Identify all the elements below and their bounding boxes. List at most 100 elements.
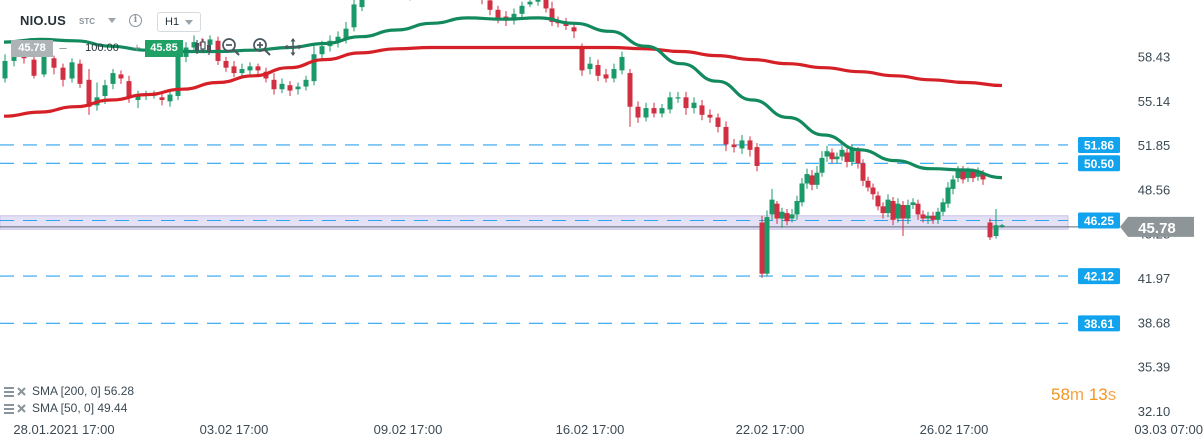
symbol-dropdown-icon[interactable]: [108, 18, 116, 23]
candlestick-type-icon[interactable]: [192, 37, 212, 57]
move-crosshair-icon[interactable]: [283, 37, 303, 57]
candle: [905, 199, 911, 224]
current-price-badge-bg: [1120, 216, 1194, 237]
level-badge-bg: [1078, 268, 1120, 285]
zoom-in-icon[interactable]: [252, 37, 272, 57]
candle: [999, 223, 1005, 228]
volume-input[interactable]: 100.00: [85, 42, 119, 54]
candle-body: [319, 46, 325, 55]
candle-body: [519, 5, 525, 14]
candle: [834, 152, 840, 164]
candle-body: [880, 206, 886, 214]
candle-body: [860, 163, 866, 181]
candle-body: [126, 81, 132, 98]
candle: [910, 198, 916, 210]
candle-body: [311, 54, 317, 82]
candle-body: [875, 195, 881, 207]
y-tick-label: 41.97: [1138, 271, 1171, 286]
sma-50-label: SMA [50, 0] 49.44: [32, 401, 128, 415]
candle-body: [965, 171, 971, 179]
candle: [731, 139, 737, 153]
candle: [271, 73, 277, 95]
x-tick-label: 03.03 07:00: [1134, 422, 1203, 437]
candle: [890, 196, 896, 226]
indicator-menu-icon[interactable]: [4, 386, 30, 398]
candle: [789, 209, 795, 223]
buy-button[interactable]: 45.85: [145, 40, 183, 57]
candle-body: [11, 55, 17, 61]
y-tick-label: 32.10: [1138, 404, 1171, 419]
y-tick-label: 51.85: [1138, 138, 1171, 153]
legend-sma-50: SMA [50, 0] 49.44: [4, 401, 127, 415]
candle: [77, 59, 83, 88]
y-tick-label: 58.43: [1138, 50, 1171, 65]
candle-body: [809, 175, 815, 185]
candle-body: [839, 149, 845, 157]
candle: [247, 62, 253, 75]
candle: [239, 63, 245, 78]
candle: [885, 194, 891, 218]
level-badge[interactable]: 42.12: [1078, 268, 1120, 285]
candle: [651, 102, 657, 118]
level-badge[interactable]: 46.25: [1078, 212, 1120, 229]
timeframe-select[interactable]: H1: [157, 12, 201, 32]
candle-body: [747, 140, 753, 150]
sell-button[interactable]: 45.78: [11, 40, 53, 57]
legend-sma-200: SMA [200, 0] 56.28: [4, 384, 134, 398]
candle: [667, 91, 673, 114]
indicator-menu-icon[interactable]: [4, 403, 30, 415]
candle: [2, 54, 8, 83]
candle-body: [824, 151, 830, 157]
candle: [675, 91, 681, 103]
candle-body: [769, 199, 775, 215]
volume-decrease-button[interactable]: –: [59, 40, 67, 55]
candle-body: [247, 66, 253, 71]
x-tick-label: 09.02 17:00: [374, 422, 443, 437]
candle: [683, 91, 689, 115]
candle-body: [784, 213, 790, 222]
candle-body: [814, 172, 820, 185]
timer-seconds: 13: [1088, 385, 1108, 404]
level-badge[interactable]: 38.61: [1078, 315, 1120, 332]
candle-body: [279, 83, 285, 90]
candle: [870, 183, 876, 200]
candle: [31, 56, 37, 79]
symbol-name[interactable]: NIO.US: [20, 13, 66, 28]
candle: [691, 97, 697, 114]
candle-body: [118, 74, 124, 79]
candle-body: [945, 187, 951, 204]
candle: [940, 198, 946, 216]
candle-body: [715, 117, 721, 127]
candle: [135, 90, 141, 109]
candle-body: [255, 66, 261, 71]
candle: [860, 159, 866, 187]
candle: [880, 202, 886, 219]
candle-body: [527, 1, 533, 5]
candle: [535, 0, 541, 6]
current-price-badge: 45.78: [1120, 216, 1194, 237]
level-badge[interactable]: 51.86: [1078, 136, 1120, 153]
candle-body: [659, 108, 665, 114]
candle-body: [970, 171, 976, 179]
candle-body: [303, 79, 309, 87]
candle-body: [2, 60, 8, 79]
zoom-out-icon[interactable]: [221, 37, 241, 57]
level-badge[interactable]: 50.50: [1078, 155, 1120, 172]
candle-body: [975, 171, 981, 177]
candle-body: [675, 97, 681, 99]
volume-increase-button[interactable]: +: [133, 40, 141, 55]
candle-countdown: 58m 13s: [1051, 385, 1116, 405]
candle-body: [930, 215, 936, 220]
candle-body: [77, 63, 83, 84]
candle-body: [535, 0, 541, 2]
info-icon[interactable]: i: [129, 14, 142, 27]
candle-body: [885, 199, 891, 214]
candle: [295, 82, 301, 95]
candle: [527, 0, 533, 8]
candle: [915, 199, 921, 220]
candle: [587, 56, 593, 75]
y-tick-label: 38.68: [1138, 315, 1171, 330]
candle: [814, 165, 820, 189]
candle: [865, 176, 871, 192]
